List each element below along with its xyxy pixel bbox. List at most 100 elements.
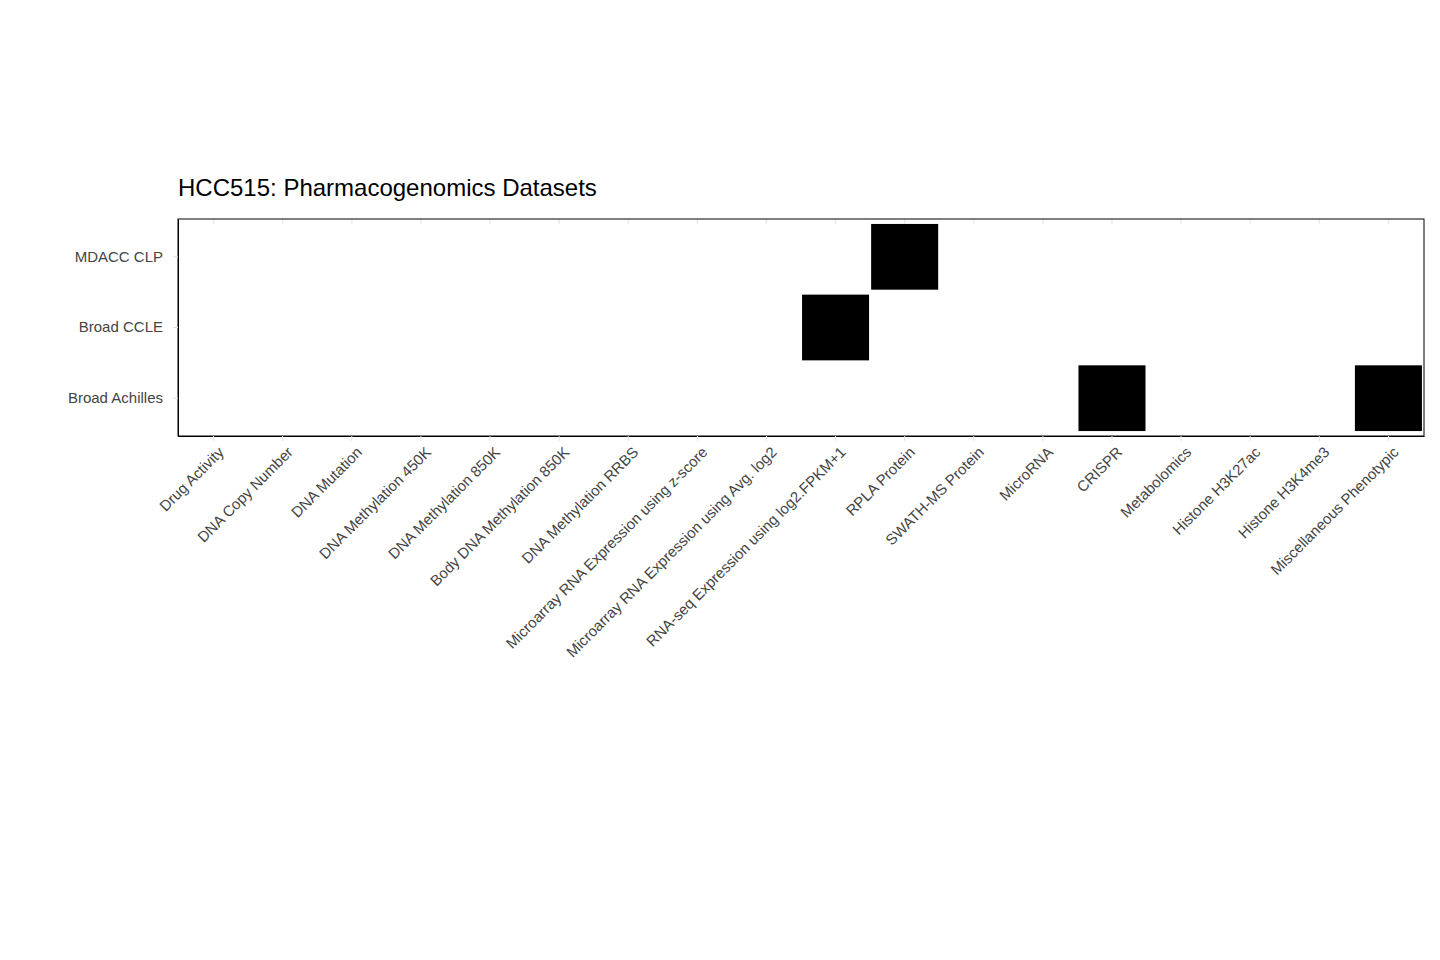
grid-line [1249, 219, 1251, 224]
cell [595, 224, 662, 290]
tick-mark [973, 436, 974, 441]
cell [1009, 295, 1076, 361]
cell [1355, 295, 1422, 361]
y-tick-label: MDACC CLP [75, 248, 163, 265]
cell [940, 295, 1007, 361]
cell [871, 224, 938, 290]
cell [457, 365, 524, 431]
cell [180, 224, 247, 290]
tick-mark [904, 436, 905, 441]
tick: DNA Copy Number [194, 436, 296, 545]
cell [802, 224, 869, 290]
cell [664, 295, 731, 361]
cell [595, 295, 662, 361]
grid-line [766, 219, 768, 224]
cell [1009, 224, 1076, 290]
x-tick-label: RNA-seq Expression using log2.FPKM+1 [643, 443, 849, 649]
cell [1355, 224, 1422, 290]
cell [1217, 295, 1284, 361]
cell [526, 295, 593, 361]
grid-line [1180, 219, 1182, 224]
cell [802, 365, 869, 431]
grid-line [1042, 219, 1044, 224]
grid-line [1388, 219, 1390, 224]
axis-line [179, 436, 1425, 437]
cells [180, 224, 1422, 431]
cell [318, 365, 385, 431]
cell [526, 365, 593, 431]
x-tick-label: RPLA Protein [842, 443, 918, 519]
grid-line [420, 219, 422, 224]
tick: Broad CCLE [79, 318, 178, 335]
grid-line [697, 219, 699, 224]
grid-line [1319, 219, 1321, 224]
cell [387, 365, 454, 431]
tick: RPLA Protein [842, 436, 918, 519]
grid-line [489, 219, 491, 224]
cell [1286, 365, 1353, 431]
cell [871, 295, 938, 361]
cell [249, 365, 316, 431]
x-tick-label: Drug Activity [156, 443, 227, 514]
tick: DNA Methylation 850K [385, 436, 504, 562]
tick-mark [766, 436, 767, 441]
tick: DNA Methylation 450K [315, 436, 434, 562]
grid-line [558, 219, 560, 224]
tick-mark [213, 436, 214, 441]
cell [457, 295, 524, 361]
tick-mark [1388, 436, 1389, 441]
y-axis: MDACC CLP Broad CCLE Broad Achilles [68, 220, 179, 437]
tick: SWATH-MS Protein [882, 436, 987, 548]
tick-mark [351, 436, 352, 441]
x-tick-label: DNA Methylation 450K [315, 443, 434, 562]
tick-mark [1042, 436, 1043, 441]
cell [249, 224, 316, 290]
tick-mark [559, 436, 560, 441]
cell [1009, 365, 1076, 431]
cell [1148, 365, 1215, 431]
tick: RNA-seq Expression using log2.FPKM+1 [643, 436, 849, 650]
tick: MDACC CLP [75, 248, 178, 265]
tick-mark [490, 436, 491, 441]
cell [1078, 295, 1145, 361]
tick-mark [1250, 436, 1251, 441]
cell [802, 295, 869, 361]
axis-line [178, 220, 179, 437]
cell [733, 224, 800, 290]
grid-line [213, 219, 215, 224]
plot-frame [178, 219, 1424, 436]
cell [457, 224, 524, 290]
x-tick-label: DNA Methylation 850K [385, 443, 504, 562]
tick-mark [282, 436, 283, 441]
cell [595, 365, 662, 431]
x-tick-label: Metabolomics [1117, 443, 1194, 520]
cell [733, 365, 800, 431]
grid-line [973, 219, 975, 224]
x-tick-label: DNA Copy Number [194, 443, 296, 545]
cell [1217, 224, 1284, 290]
grid-line [835, 219, 837, 224]
cell [318, 224, 385, 290]
tick: CRISPR [1073, 436, 1125, 495]
x-tick-label: MicroRNA [996, 443, 1056, 503]
cell [1286, 295, 1353, 361]
tick: Broad Achilles [68, 389, 178, 406]
y-tick-label: Broad Achilles [68, 389, 163, 406]
cell [387, 224, 454, 290]
tick: DNA Methylation RRBS [518, 436, 641, 567]
cell [871, 365, 938, 431]
x-axis: Drug ActivityDNA Copy NumberDNA Mutation… [156, 436, 1425, 660]
cell [387, 295, 454, 361]
grid-line [1111, 219, 1113, 224]
x-tick-label: SWATH-MS Protein [882, 443, 987, 548]
tick-mark [1111, 436, 1112, 441]
tick-mark [835, 436, 836, 441]
cell [664, 224, 731, 290]
cell [940, 365, 1007, 431]
cell [180, 295, 247, 361]
tick: Drug Activity [156, 436, 227, 514]
tick: Miscellaneous Phenotypic [1267, 436, 1402, 578]
x-tick-label: Body DNA Methylation 850K [427, 443, 573, 589]
x-tick-label: DNA Methylation RRBS [518, 443, 641, 566]
tick-mark [420, 436, 421, 441]
